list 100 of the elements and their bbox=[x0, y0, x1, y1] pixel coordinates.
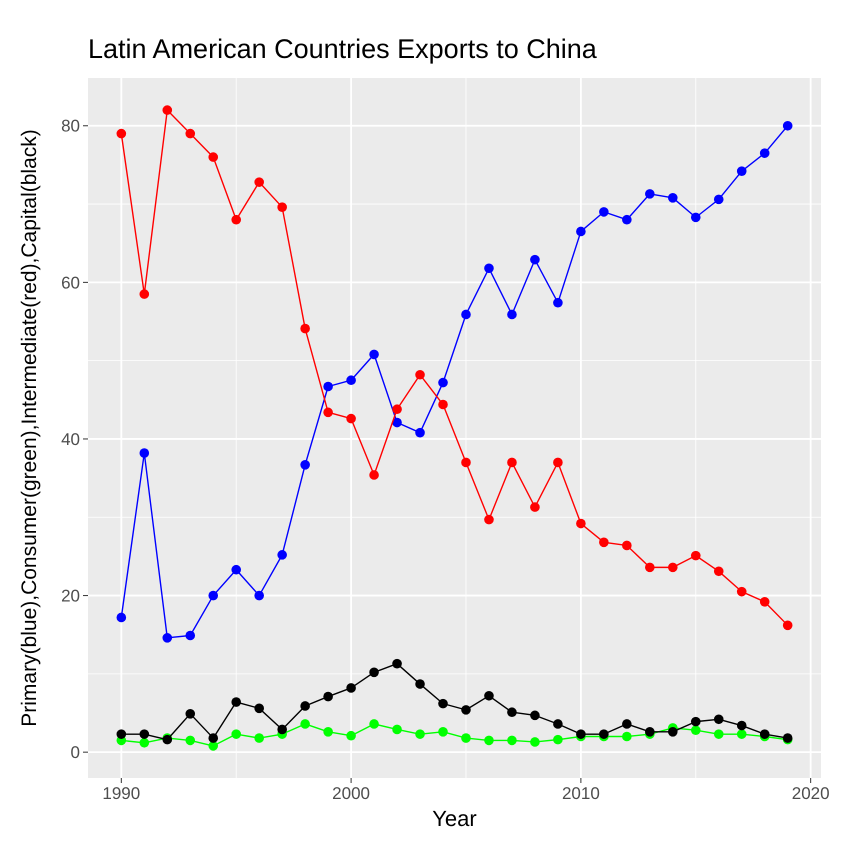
point bbox=[622, 214, 632, 225]
point bbox=[645, 562, 655, 572]
point bbox=[346, 375, 356, 386]
point bbox=[162, 105, 172, 115]
point bbox=[461, 733, 471, 743]
point bbox=[300, 701, 310, 711]
point bbox=[645, 189, 655, 199]
point bbox=[415, 370, 425, 380]
point bbox=[323, 727, 333, 737]
point bbox=[690, 212, 701, 222]
point bbox=[553, 458, 563, 468]
y-tick-label: 0 bbox=[70, 743, 80, 762]
point bbox=[392, 404, 402, 414]
point bbox=[346, 683, 356, 693]
point bbox=[346, 414, 356, 424]
point bbox=[369, 350, 379, 360]
point bbox=[760, 729, 770, 739]
y-tick-label: 80 bbox=[61, 116, 80, 136]
x-axis-title: Year bbox=[432, 806, 477, 831]
point bbox=[599, 538, 609, 548]
point bbox=[622, 719, 632, 729]
point bbox=[760, 597, 770, 607]
point bbox=[484, 690, 494, 701]
point bbox=[369, 470, 379, 480]
point bbox=[668, 727, 678, 737]
point bbox=[231, 214, 242, 225]
point bbox=[323, 382, 333, 392]
point bbox=[507, 310, 517, 320]
point bbox=[208, 741, 218, 751]
point bbox=[139, 289, 150, 299]
point bbox=[530, 710, 540, 720]
point bbox=[415, 679, 425, 689]
point bbox=[231, 564, 242, 575]
point bbox=[208, 733, 218, 743]
point bbox=[277, 202, 287, 212]
point bbox=[277, 724, 287, 734]
point bbox=[277, 550, 287, 560]
x-tick-label: 2020 bbox=[792, 784, 830, 803]
point bbox=[208, 152, 218, 162]
point bbox=[553, 298, 563, 308]
y-tick-label: 40 bbox=[61, 430, 80, 449]
point bbox=[415, 729, 425, 739]
point bbox=[690, 550, 701, 560]
y-axis-title: Primary(blue),Consumer(green),Intermediate(red),Capital(black) bbox=[18, 129, 41, 727]
point bbox=[461, 458, 471, 468]
point bbox=[185, 128, 196, 138]
point bbox=[346, 730, 356, 741]
x-tick-label: 1990 bbox=[102, 784, 140, 803]
point bbox=[323, 408, 333, 418]
point bbox=[668, 562, 678, 572]
point bbox=[254, 177, 264, 187]
point bbox=[392, 724, 402, 734]
point bbox=[553, 734, 563, 744]
x-tick-label: 2010 bbox=[562, 784, 600, 803]
point bbox=[415, 428, 425, 438]
point bbox=[208, 590, 218, 600]
point bbox=[576, 518, 586, 528]
point bbox=[530, 737, 540, 747]
point bbox=[116, 729, 126, 739]
point bbox=[714, 194, 724, 204]
chart-title: Latin American Countries Exports to China bbox=[88, 34, 598, 64]
point bbox=[736, 586, 747, 596]
point bbox=[392, 658, 402, 668]
point bbox=[690, 725, 701, 736]
point bbox=[530, 502, 540, 512]
point bbox=[576, 729, 586, 739]
point bbox=[323, 692, 333, 702]
x-tick-label: 2000 bbox=[332, 784, 370, 803]
point bbox=[461, 310, 471, 320]
point bbox=[484, 514, 494, 524]
point bbox=[530, 254, 540, 264]
point bbox=[231, 729, 242, 739]
point bbox=[185, 708, 196, 719]
point bbox=[782, 120, 792, 131]
point bbox=[690, 716, 701, 726]
point bbox=[438, 400, 448, 410]
point bbox=[622, 540, 632, 550]
point bbox=[254, 733, 264, 743]
point bbox=[507, 736, 517, 746]
point bbox=[438, 727, 448, 737]
point bbox=[254, 704, 264, 714]
point bbox=[736, 720, 747, 730]
point bbox=[185, 630, 196, 640]
point bbox=[599, 729, 609, 739]
point bbox=[162, 633, 172, 643]
point bbox=[553, 719, 563, 729]
point bbox=[139, 448, 150, 458]
point bbox=[369, 719, 379, 729]
point bbox=[139, 729, 150, 739]
point bbox=[714, 714, 724, 724]
point bbox=[254, 590, 264, 600]
point bbox=[507, 707, 517, 718]
point bbox=[300, 324, 310, 334]
point bbox=[231, 697, 242, 707]
point bbox=[185, 736, 196, 746]
point bbox=[507, 458, 517, 468]
point bbox=[599, 207, 609, 217]
point bbox=[461, 705, 471, 715]
point bbox=[484, 263, 494, 274]
point bbox=[760, 148, 770, 158]
